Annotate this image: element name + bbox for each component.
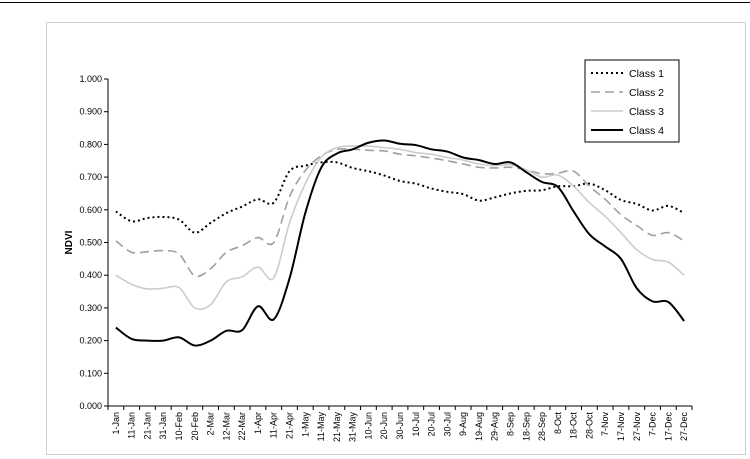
y-tick-label: 0.400	[79, 270, 102, 280]
top-rule	[0, 2, 750, 3]
x-tick-label: 10-Jun	[363, 412, 373, 440]
x-tick-label: 17-Dec	[663, 412, 673, 442]
x-tick-label: 11-May	[316, 412, 326, 442]
x-tick-label: 31-Jan	[158, 412, 168, 440]
series-line-1	[115, 160, 685, 234]
x-tick-label: 1-Apr	[253, 412, 263, 434]
x-tick-label: 28-Oct	[584, 412, 594, 440]
x-tick-label: 17-Nov	[616, 412, 626, 442]
x-tick-label: 21-Jan	[142, 412, 152, 440]
x-tick-label: 2-Mar	[206, 412, 216, 436]
y-tick-label: 0.500	[79, 238, 102, 248]
y-tick-label: 0.700	[79, 172, 102, 182]
x-tick-label: 11-Jan	[127, 412, 137, 439]
x-tick-label: 29-Aug	[490, 412, 500, 441]
x-tick-label: 27-Dec	[679, 412, 689, 442]
y-tick-label: 1.000	[79, 74, 102, 84]
x-tick-label: 18-Sep	[521, 412, 531, 441]
x-tick-label: 21-May	[332, 412, 342, 443]
x-tick-label: 20-Jul	[427, 412, 437, 437]
legend-label-1: Class 1	[629, 68, 664, 80]
x-tick-label: 28-Sep	[537, 412, 547, 441]
x-tick-label: 21-Apr	[285, 412, 295, 439]
x-tick-label: 9-Aug	[458, 412, 468, 436]
y-axis-title: NDVI	[64, 230, 75, 254]
x-tick-label: 10-Jul	[411, 412, 421, 437]
series-line-4	[115, 139, 685, 347]
y-tick-label: 0.900	[79, 107, 102, 117]
x-tick-label: 1-Jan	[111, 412, 121, 435]
x-tick-label: 20-Feb	[190, 412, 200, 441]
x-tick-label: 30-Jul	[442, 412, 452, 437]
x-tick-label: 7-Nov	[600, 412, 610, 437]
y-tick-label: 0.000	[79, 401, 102, 411]
x-tick-label: 8-Oct	[553, 412, 563, 435]
x-tick-label: 30-Jun	[395, 412, 405, 440]
x-tick-label: 20-Jun	[379, 412, 389, 440]
legend-label-4: Class 4	[629, 125, 664, 137]
x-tick-label: 10-Feb	[174, 412, 184, 441]
series-line-3	[115, 145, 685, 311]
series-line-2	[115, 147, 685, 278]
y-tick-label: 0.100	[79, 368, 102, 378]
x-tick-label: 19-Aug	[474, 412, 484, 441]
y-tick-label: 0.200	[79, 336, 102, 346]
y-tick-label: 0.300	[79, 303, 102, 313]
x-tick-label: 7-Dec	[648, 412, 658, 437]
y-tick-label: 0.800	[79, 139, 102, 149]
legend-label-3: Class 3	[629, 106, 664, 118]
x-tick-label: 12-Mar	[221, 412, 231, 441]
axes	[107, 79, 692, 407]
x-axis-ticks: 1-Jan 11-Jan 21-Jan 31-Jan 10-Feb 20-Feb 2-Mar…	[107, 406, 693, 443]
x-tick-label: 11-Apr	[269, 412, 279, 438]
legend: Class 1 Class 2 Class 3 Class 4	[584, 59, 680, 143]
x-tick-label: 18-Oct	[569, 412, 579, 440]
y-tick-label: 0.600	[79, 205, 102, 215]
x-tick-label: 8-Sep	[505, 412, 515, 436]
series-lines	[115, 139, 685, 347]
x-tick-label: 31-May	[348, 412, 358, 443]
x-tick-label: 27-Nov	[632, 412, 642, 442]
x-tick-label: 22-Mar	[237, 412, 247, 441]
y-axis-ticks: 0.000 0.100 0.200 0.300 0.400 0.500 0.600 0.700…	[79, 74, 108, 411]
legend-label-2: Class 2	[629, 87, 664, 99]
x-tick-label: 1-May	[300, 412, 310, 438]
legend-box	[584, 59, 680, 143]
chart-frame	[46, 22, 746, 455]
